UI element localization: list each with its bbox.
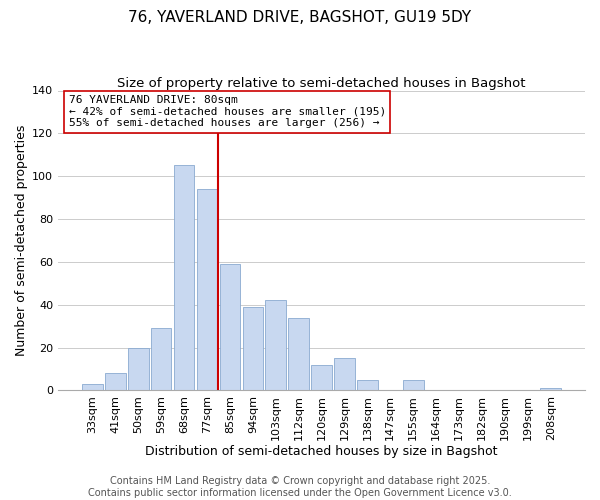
Bar [289,318,309,390]
Bar [403,380,424,390]
X-axis label: Distribution of semi-detached houses by size in Bagshot: Distribution of semi-detached houses by … [145,444,498,458]
Bar [197,189,217,390]
Bar [105,374,125,390]
Bar [151,328,172,390]
Bar [220,264,240,390]
Bar [265,300,286,390]
Bar [334,358,355,390]
Bar [541,388,561,390]
Bar [128,348,149,391]
Y-axis label: Number of semi-detached properties: Number of semi-detached properties [15,125,28,356]
Bar [311,365,332,390]
Bar [82,384,103,390]
Bar [242,307,263,390]
Text: 76 YAVERLAND DRIVE: 80sqm
← 42% of semi-detached houses are smaller (195)
55% of: 76 YAVERLAND DRIVE: 80sqm ← 42% of semi-… [68,95,386,128]
Text: Contains HM Land Registry data © Crown copyright and database right 2025.
Contai: Contains HM Land Registry data © Crown c… [88,476,512,498]
Bar [174,166,194,390]
Text: 76, YAVERLAND DRIVE, BAGSHOT, GU19 5DY: 76, YAVERLAND DRIVE, BAGSHOT, GU19 5DY [128,10,472,25]
Title: Size of property relative to semi-detached houses in Bagshot: Size of property relative to semi-detach… [118,78,526,90]
Bar [357,380,378,390]
